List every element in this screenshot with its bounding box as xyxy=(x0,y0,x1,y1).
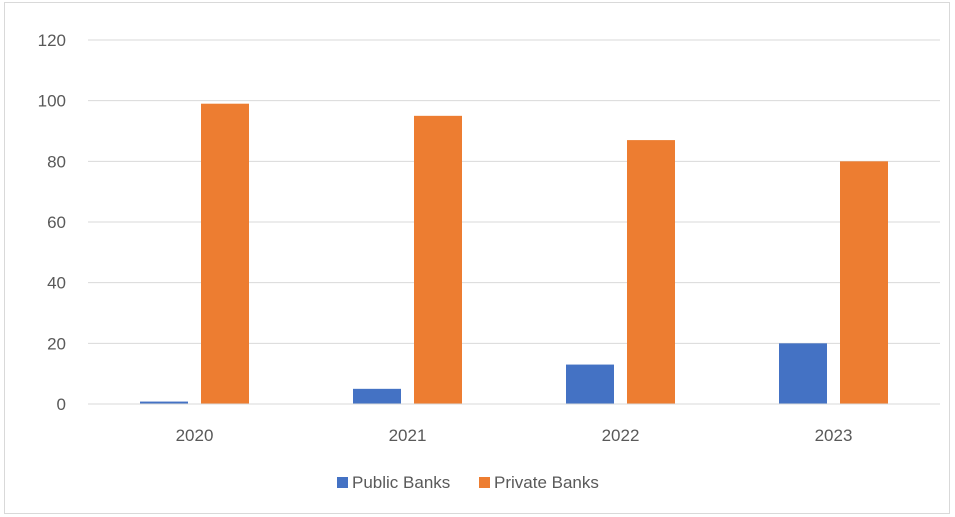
legend-swatch xyxy=(337,477,348,488)
chart-frame xyxy=(4,2,950,514)
x-tick-label: 2023 xyxy=(815,426,853,445)
bar-private-banks-2020 xyxy=(201,103,249,404)
bar-private-banks-2023 xyxy=(840,161,888,404)
y-tick-label: 60 xyxy=(47,213,66,232)
bar-private-banks-2022 xyxy=(627,140,675,404)
bars xyxy=(140,103,888,404)
y-tick-label: 20 xyxy=(47,334,66,353)
legend-label: Private Banks xyxy=(494,473,599,492)
y-tick-label: 100 xyxy=(38,92,66,111)
y-tick-label: 40 xyxy=(47,274,66,293)
bar-public-banks-2020 xyxy=(140,401,188,404)
x-tick-label: 2022 xyxy=(602,426,640,445)
bar-public-banks-2022 xyxy=(566,364,614,404)
bar-private-banks-2021 xyxy=(414,115,462,404)
x-axis-tick-labels: 2020 2021 2022 2023 xyxy=(176,426,853,445)
bar-public-banks-2023 xyxy=(779,343,827,404)
bar-public-banks-2021 xyxy=(353,388,401,404)
x-tick-label: 2020 xyxy=(176,426,214,445)
y-tick-label: 80 xyxy=(47,152,66,171)
legend-item-private-banks: Private Banks xyxy=(479,473,599,492)
x-tick-label: 2021 xyxy=(389,426,427,445)
y-axis-tick-labels: 0 20 40 60 80 100 120 xyxy=(38,31,66,414)
legend: Public Banks Private Banks xyxy=(337,473,599,492)
legend-label: Public Banks xyxy=(352,473,450,492)
legend-item-public-banks: Public Banks xyxy=(337,473,450,492)
y-tick-label: 0 xyxy=(57,395,66,414)
y-tick-label: 120 xyxy=(38,31,66,50)
legend-swatch xyxy=(479,477,490,488)
